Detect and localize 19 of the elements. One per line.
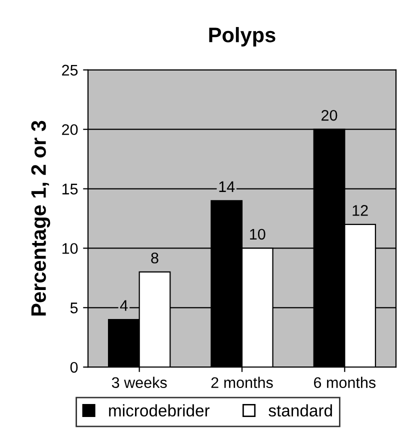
y-tick-label: 0 (70, 362, 78, 373)
y-tick-label: 25 (62, 64, 78, 76)
y-axis-title: Percentage 1, 2 or 3 (31, 120, 50, 316)
legend-label: standard (268, 404, 332, 417)
data-label: 12 (352, 205, 368, 216)
legend-label: microdebrider (109, 404, 210, 417)
y-tick-label: 10 (62, 243, 78, 254)
data-label: 4 (120, 300, 128, 311)
y-tick-label: 5 (70, 302, 78, 314)
x-tick-label: 3 weeks (112, 376, 167, 388)
chart-title: Polyps (209, 27, 276, 46)
y-tick-label: 20 (62, 124, 78, 136)
data-label: 20 (322, 110, 338, 121)
y-tick-label: 15 (62, 184, 78, 194)
data-label: 8 (151, 252, 158, 264)
x-tick-label: 6 months (314, 376, 376, 388)
data-label: 14 (219, 181, 235, 192)
x-tick-label: 2 months (211, 376, 273, 388)
data-label: 10 (250, 228, 266, 240)
